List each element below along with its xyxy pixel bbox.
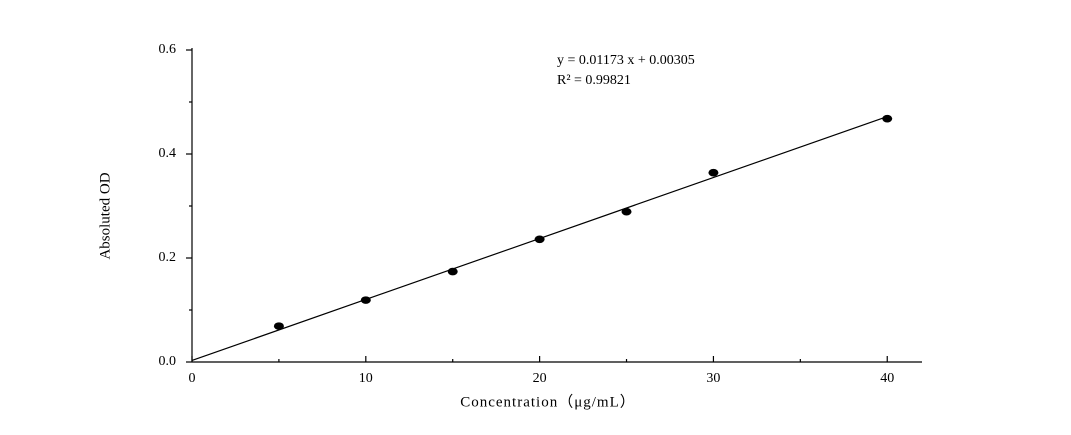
annotation: y = 0.01173 x + 0.00305: [557, 53, 695, 68]
data-point: [273, 322, 284, 330]
y-tick-label: 0.0: [159, 354, 177, 369]
x-axis-label: Concentration（μg/mL）: [460, 393, 636, 410]
data-point: [534, 235, 545, 244]
x-tick-label: 30: [706, 371, 720, 386]
annotation: R² = 0.99821: [557, 73, 631, 88]
data-point: [882, 114, 893, 123]
y-tick-label: 0.4: [159, 146, 177, 161]
data-point: [621, 207, 632, 216]
data-point: [360, 296, 371, 304]
x-tick-label: 20: [533, 371, 547, 386]
y-tick-label: 0.2: [159, 250, 177, 265]
y-axis-label: Absoluted OD: [97, 172, 113, 259]
x-tick-label: 0: [189, 371, 196, 386]
y-tick-label: 0.6: [159, 42, 177, 57]
x-tick-label: 10: [359, 371, 373, 386]
data-point: [708, 168, 719, 177]
x-tick-label: 40: [880, 371, 894, 386]
data-point: [447, 267, 458, 276]
